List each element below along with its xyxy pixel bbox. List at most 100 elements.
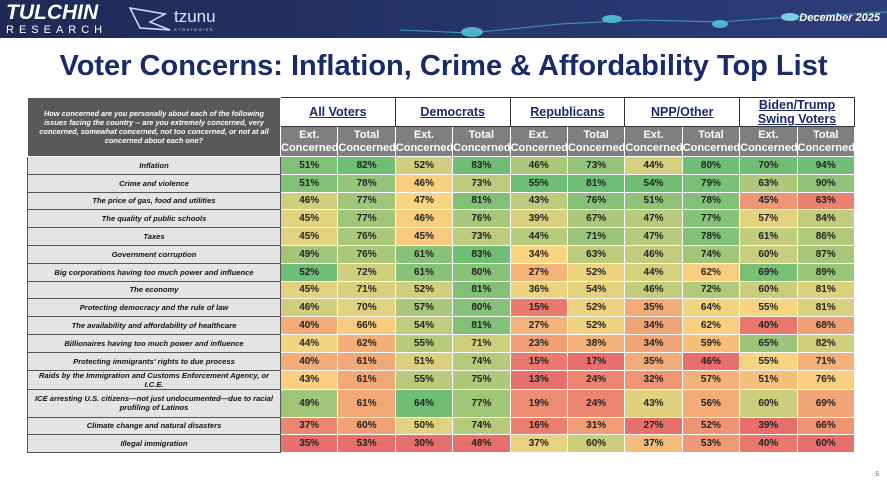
- value-cell: 35%: [279, 434, 339, 454]
- value-cell: 24%: [566, 369, 626, 390]
- value-cell: 76%: [796, 369, 856, 390]
- value-cell: 38%: [566, 333, 626, 353]
- value-cell: 82%: [337, 156, 396, 175]
- value-cell: 40%: [279, 351, 339, 371]
- subheader: Total Concerned: [566, 126, 625, 157]
- group-header-row: How concerned are you personally about e…: [27, 97, 855, 157]
- value-cell: 46%: [279, 191, 339, 211]
- value-cell: 60%: [796, 434, 856, 454]
- data-row: The price of gas, food and utilities 46% 7…: [27, 191, 856, 211]
- value-cell: 19%: [509, 388, 568, 418]
- value-cell: 73%: [452, 173, 511, 193]
- value-cell: 80%: [681, 156, 741, 175]
- row-label: The quality of public schools: [27, 209, 281, 229]
- subheader: Total Concerned: [452, 126, 511, 157]
- value-cell: 74%: [452, 351, 511, 371]
- value-cell: 77%: [452, 388, 511, 418]
- value-cell: 37%: [279, 416, 339, 436]
- value-cell: 76%: [337, 227, 396, 246]
- value-cell: 13%: [509, 369, 568, 390]
- value-cell: 71%: [566, 227, 626, 246]
- value-cell: 31%: [566, 416, 626, 436]
- value-cell: 73%: [452, 227, 511, 246]
- value-cell: 50%: [394, 416, 454, 436]
- value-cell: 61%: [394, 244, 454, 264]
- value-cell: 72%: [681, 280, 741, 300]
- value-cell: 39%: [739, 416, 798, 436]
- value-cell: 56%: [681, 388, 741, 418]
- row-label: Protecting immigrants' rights to due pro…: [27, 351, 281, 371]
- partner-sub: STRATEGIES: [174, 27, 214, 32]
- value-cell: 45%: [279, 280, 339, 300]
- value-cell: 63%: [566, 244, 626, 264]
- value-cell: 61%: [739, 227, 798, 246]
- value-cell: 62%: [681, 262, 741, 282]
- brand: TULCHIN: [6, 1, 99, 24]
- value-cell: 78%: [337, 173, 396, 193]
- title: Voter Concerns: Inflation, Crime & Affor…: [59, 50, 828, 82]
- value-cell: 74%: [452, 416, 511, 436]
- value-cell: 83%: [452, 156, 511, 175]
- value-cell: 51%: [394, 351, 454, 371]
- value-cell: 47%: [394, 191, 454, 211]
- data-row: Protecting democracy and the rule of law…: [27, 298, 856, 318]
- row-label: Climate change and natural disasters: [27, 416, 281, 436]
- data-row: Billionaires having too much power and i…: [27, 333, 856, 353]
- row-label: Taxes: [27, 227, 281, 246]
- value-cell: 52%: [681, 416, 741, 436]
- value-cell: 45%: [394, 227, 454, 246]
- data-row: Crime and violence 51% 78% 46% 73% 55% 81% 54% 7…: [27, 173, 856, 193]
- value-cell: 36%: [509, 280, 568, 300]
- group-header: Democrats: [394, 97, 511, 127]
- value-cell: 40%: [739, 316, 798, 335]
- value-cell: 46%: [279, 298, 339, 318]
- date: December 2025: [799, 12, 881, 24]
- value-cell: 87%: [796, 244, 856, 264]
- value-cell: 81%: [796, 280, 856, 300]
- value-cell: 55%: [739, 351, 798, 371]
- question: How concerned are you personally about e…: [27, 97, 281, 157]
- value-cell: 40%: [739, 434, 798, 454]
- subheader-row: Ext. Concerned Total Concerned Ext. Concer…: [28, 126, 856, 157]
- value-cell: 76%: [337, 244, 396, 264]
- value-cell: 72%: [337, 262, 396, 282]
- value-cell: 78%: [681, 191, 741, 211]
- value-cell: 60%: [739, 244, 798, 264]
- value-cell: 47%: [624, 209, 683, 229]
- value-cell: 69%: [739, 262, 798, 282]
- value-cell: 37%: [509, 434, 568, 454]
- row-label: Raids by the Immigration and Customs Enf…: [27, 369, 281, 390]
- value-cell: 27%: [509, 262, 568, 282]
- value-cell: 44%: [624, 262, 683, 282]
- value-cell: 52%: [566, 316, 626, 335]
- value-cell: 52%: [279, 262, 339, 282]
- row-label: Inflation: [27, 156, 281, 175]
- value-cell: 60%: [566, 434, 626, 454]
- value-cell: 35%: [624, 351, 683, 371]
- brand-sub: RESEARCH: [6, 24, 107, 36]
- value-cell: 54%: [566, 280, 626, 300]
- value-cell: 61%: [337, 351, 396, 371]
- subheader: Total Concerned: [796, 126, 856, 157]
- value-cell: 27%: [509, 316, 568, 335]
- row-label: The economy: [27, 280, 281, 300]
- group-header: All Voters: [280, 97, 396, 127]
- value-cell: 76%: [452, 209, 511, 229]
- data-row: The availability and affordability of he…: [27, 316, 856, 335]
- value-cell: 63%: [796, 191, 856, 211]
- value-cell: 34%: [624, 333, 683, 353]
- row-label: Crime and violence: [27, 173, 281, 193]
- value-cell: 54%: [394, 316, 454, 335]
- value-cell: 34%: [624, 316, 683, 335]
- value-cell: 71%: [337, 280, 396, 300]
- subheader: Ext. Concerned: [394, 126, 453, 157]
- value-cell: 24%: [566, 388, 626, 418]
- value-cell: 76%: [566, 191, 626, 211]
- value-cell: 23%: [509, 333, 568, 353]
- value-cell: 66%: [796, 416, 856, 436]
- value-cell: 66%: [337, 316, 396, 335]
- group-header: Biden/Trump Swing Voters: [739, 97, 855, 127]
- value-cell: 43%: [509, 191, 568, 211]
- value-cell: 43%: [279, 369, 339, 390]
